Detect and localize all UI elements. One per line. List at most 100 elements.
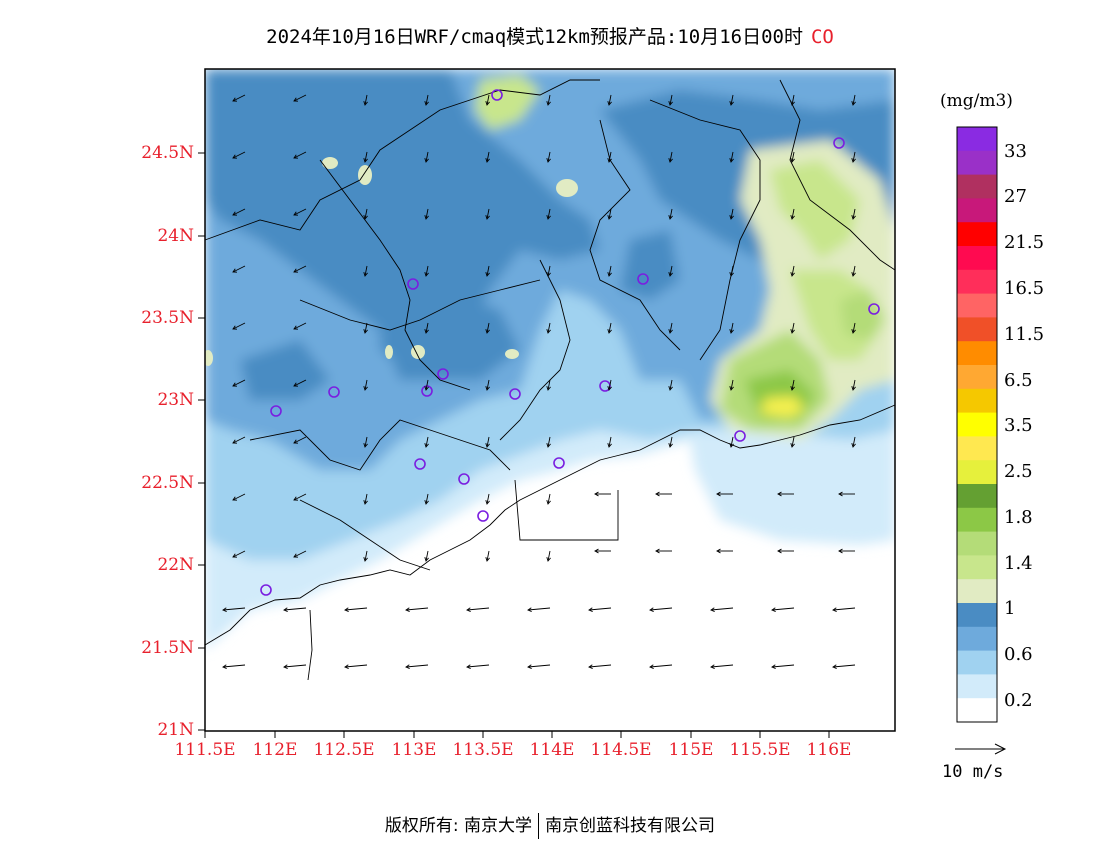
wind-arrow-head xyxy=(363,329,368,334)
colorbar-swatch xyxy=(957,269,997,295)
concentration-field xyxy=(205,69,895,731)
lat-tick-label: 24.5N xyxy=(141,143,194,163)
wind-arrow-head xyxy=(729,443,734,448)
copyright-footer: 版权所有: 南京大学 南京创蓝科技有限公司 xyxy=(0,811,1100,839)
wind-arrow-head xyxy=(607,101,612,106)
city-marker xyxy=(414,458,426,470)
wind-arrow-head xyxy=(607,329,612,334)
wind-arrow-head xyxy=(363,386,368,391)
wind-arrow xyxy=(669,208,673,220)
footer-right: 南京创蓝科技有限公司 xyxy=(545,816,716,836)
pollutant-species: CO xyxy=(810,26,834,48)
wind-arrow xyxy=(547,493,551,505)
wind-arrow xyxy=(608,265,612,277)
wind-arrow xyxy=(547,379,551,391)
wind-arrow-head xyxy=(363,500,368,505)
wind-arrow-head xyxy=(607,158,612,163)
wind-arrow xyxy=(669,436,673,448)
colorbar-swatch xyxy=(957,388,997,414)
colorbar-label: 1.8 xyxy=(1004,507,1033,528)
wind-arrow xyxy=(364,265,368,277)
wind-arrow-head xyxy=(363,101,368,106)
wind-arrow-head xyxy=(832,664,837,670)
wind-arrow xyxy=(730,265,734,277)
wind-arrow-head xyxy=(838,491,843,497)
wind-arrow xyxy=(232,550,246,558)
wind-arrow-head xyxy=(485,329,490,334)
wind-arrow xyxy=(232,493,246,501)
reference-vector-arrow xyxy=(955,743,1007,755)
city-marker xyxy=(260,584,272,596)
wind-arrow-head xyxy=(293,439,299,444)
wind-arrow-head xyxy=(851,101,856,106)
wind-arrow xyxy=(608,208,612,220)
wind-arrow xyxy=(852,265,856,277)
lat-tick-label: 21N xyxy=(157,720,194,740)
wind-arrow-head xyxy=(790,158,795,163)
wind-arrow xyxy=(232,151,246,159)
lat-tick-label: 23N xyxy=(157,390,194,410)
wind-arrow-head xyxy=(710,664,715,670)
wind-arrow-head xyxy=(405,607,410,613)
wind-arrow xyxy=(222,664,246,668)
wind-arrow-head xyxy=(607,443,612,448)
colorbar-swatch xyxy=(957,127,997,152)
colorbar-unit: (mg/m3) xyxy=(940,91,1013,111)
wind-arrow-head xyxy=(546,386,551,391)
wind-arrow-head xyxy=(729,215,734,220)
wind-arrow xyxy=(588,664,612,668)
colorbar-swatch xyxy=(957,198,997,223)
wind-arrow xyxy=(486,265,490,277)
wind-arrow-head xyxy=(232,439,238,444)
wind-arrow-head xyxy=(594,548,599,554)
wind-arrow xyxy=(364,151,368,163)
city-marker xyxy=(509,388,521,400)
wind-arrow xyxy=(293,322,307,330)
wind-arrow-head xyxy=(485,386,490,391)
colorbar-swatch xyxy=(957,412,997,437)
wind-arrow xyxy=(547,265,551,277)
wind-arrow-head xyxy=(363,443,368,448)
wind-arrow-head xyxy=(466,607,471,613)
wind-arrow-head xyxy=(790,386,795,391)
wind-arrow-head xyxy=(607,215,612,220)
colorbar-swatch xyxy=(957,531,997,556)
wind-arrow-head xyxy=(232,97,238,102)
wind-arrow-head xyxy=(851,215,856,220)
wind-arrow-head xyxy=(851,329,856,334)
colorbar-border xyxy=(956,126,998,723)
wind-arrow-head xyxy=(655,491,660,497)
lon-tick-label: 112.5E xyxy=(313,740,375,760)
wind-arrow-head xyxy=(293,154,299,159)
lon-tick-label: 116E xyxy=(806,740,852,760)
wind-arrow-head xyxy=(527,607,532,613)
colorbar-label: 3.5 xyxy=(1004,415,1033,436)
wind-arrow xyxy=(425,94,429,106)
colorbar-label: 0.2 xyxy=(1004,690,1033,711)
colorbar-label: 1.4 xyxy=(1004,553,1033,574)
city-marker xyxy=(270,405,282,417)
city-marker xyxy=(491,89,503,101)
wind-arrow xyxy=(547,550,551,562)
lat-tick-label: 24N xyxy=(157,226,194,246)
wind-arrow xyxy=(710,664,734,668)
wind-arrow xyxy=(466,607,490,611)
wind-arrow xyxy=(791,322,795,334)
colorbar-label: 33 xyxy=(1004,141,1027,162)
wind-arrow xyxy=(852,436,856,448)
wind-arrow-head xyxy=(546,500,551,505)
lon-tick-label: 114E xyxy=(529,740,575,760)
colorbar-swatch xyxy=(957,603,997,628)
wind-arrow-head xyxy=(546,557,551,562)
wind-arrow-head xyxy=(424,272,429,277)
lat-tick-label: 21.5N xyxy=(141,638,194,658)
wind-arrow-head xyxy=(424,158,429,163)
wind-arrow xyxy=(293,493,307,501)
wind-arrow-head xyxy=(777,491,782,497)
colorbar-swatch xyxy=(957,555,997,580)
wind-arrow-head xyxy=(710,607,715,613)
wind-arrow-head xyxy=(485,101,490,106)
wind-arrow-head xyxy=(232,553,238,558)
wind-arrow-head xyxy=(232,382,238,387)
